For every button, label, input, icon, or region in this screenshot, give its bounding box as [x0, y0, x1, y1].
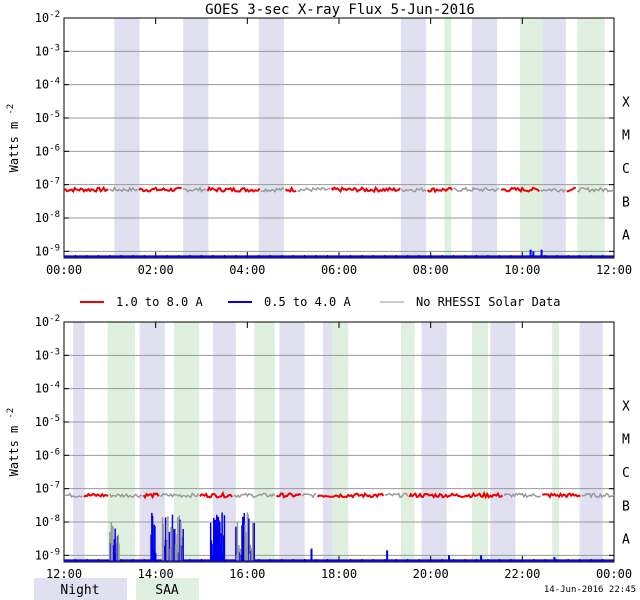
- y-tick-label: 10-5: [35, 110, 60, 125]
- night-band: [212, 322, 236, 562]
- x-tick-label: 18:00: [321, 567, 357, 581]
- y-tick-label: 10-7: [35, 481, 60, 496]
- x-tick-label: 06:00: [321, 263, 357, 277]
- night-band: [258, 18, 284, 258]
- flare-class-label: A: [622, 533, 630, 548]
- flare-class-label: C: [622, 162, 630, 177]
- x-tick-label: 10:00: [504, 263, 540, 277]
- x-tick-label: 00:00: [596, 567, 632, 581]
- y-tick-label: 10-4: [35, 77, 60, 92]
- saa-band: [254, 322, 275, 562]
- legend-label: 0.5 to 4.0 A: [264, 295, 351, 309]
- chart-title: GOES 3-sec X-ray Flux 5-Jun-2016: [205, 2, 475, 18]
- legend-label: 1.0 to 8.0 A: [116, 295, 203, 309]
- night-band: [490, 322, 516, 562]
- night-band: [400, 18, 427, 258]
- saa-band: [400, 322, 415, 562]
- y-axis-label: Watts m -2: [6, 408, 21, 477]
- y-tick-label: 10-7: [35, 177, 60, 192]
- y-tick-label: 10-2: [35, 314, 60, 329]
- series-long-channel: [83, 490, 581, 500]
- night-band: [73, 322, 85, 562]
- saa-band: [520, 18, 543, 258]
- night-key-swatch: [34, 578, 127, 600]
- flare-class-label: B: [622, 195, 630, 210]
- legend: 1.0 to 8.0 A 0.5 to 4.0 A No RHESSI Solar …: [80, 295, 561, 309]
- y-tick-label: 10-8: [35, 514, 60, 529]
- series-long-channel: [63, 185, 577, 194]
- flare-class-label: M: [622, 433, 630, 448]
- x-tick-label: 16:00: [229, 567, 265, 581]
- night-band: [471, 18, 498, 258]
- y-tick-label: 10-5: [35, 414, 60, 429]
- saa-band: [444, 18, 452, 258]
- night-band: [542, 18, 566, 258]
- footer: Night SAA 14-Jun-2016 22:45: [34, 578, 636, 600]
- x-tick-label: 04:00: [229, 263, 265, 277]
- saa-band: [577, 18, 605, 258]
- night-band: [279, 322, 305, 562]
- y-tick-label: 10-4: [35, 381, 60, 396]
- saa-band: [332, 322, 349, 562]
- y-tick-label: 10-8: [35, 210, 60, 225]
- y-tick-label: 10-6: [35, 447, 60, 462]
- y-tick-label: 10-9: [35, 547, 60, 562]
- flare-class-label: A: [622, 229, 630, 244]
- series-no-rhessi-data: [63, 492, 615, 500]
- y-axis-label: Watts m -2: [6, 104, 21, 173]
- saa-key-swatch: [136, 578, 199, 600]
- flare-class-label: X: [622, 95, 630, 110]
- y-tick-label: 10-3: [35, 43, 60, 58]
- x-tick-label: 02:00: [138, 263, 174, 277]
- y-tick-label: 10-3: [35, 347, 60, 362]
- x-tick-label: 00:00: [46, 263, 82, 277]
- panel-2: 10-2 10-3 10-4 10-5 10-6 10-7 10-8 10-9 12:00 14:…: [6, 314, 632, 581]
- y-tick-label: 10-6: [35, 143, 60, 158]
- saa-band: [552, 322, 559, 562]
- x-tick-label: 20:00: [413, 567, 449, 581]
- night-band: [114, 18, 140, 258]
- flare-class-label: C: [622, 466, 630, 481]
- flare-class-label: M: [622, 129, 630, 144]
- saa-band: [471, 322, 488, 562]
- x-tick-label: 08:00: [413, 263, 449, 277]
- panel-1: 10-2 10-3 10-4 10-5 10-6 10-7 10-8 10-9 00:00 02:…: [6, 10, 632, 277]
- x-tick-label: 22:00: [504, 567, 540, 581]
- night-band: [579, 322, 603, 562]
- night-band: [183, 18, 209, 258]
- flare-class-label: X: [622, 399, 630, 414]
- x-tick-label: 12:00: [596, 263, 632, 277]
- night-key-label: Night: [60, 583, 99, 598]
- legend-label: No RHESSI Solar Data: [416, 295, 561, 309]
- x-tick-label: 14:00: [138, 567, 174, 581]
- saa-key-label: SAA: [155, 583, 179, 598]
- timestamp: 14-Jun-2016 22:45: [544, 585, 636, 595]
- x-tick-label: 12:00: [46, 567, 82, 581]
- y-tick-label: 10-9: [35, 243, 60, 258]
- flare-class-label: B: [622, 499, 630, 514]
- series-no-rhessi-data: [109, 186, 615, 194]
- night-band: [421, 322, 447, 562]
- y-tick-label: 10-2: [35, 10, 60, 25]
